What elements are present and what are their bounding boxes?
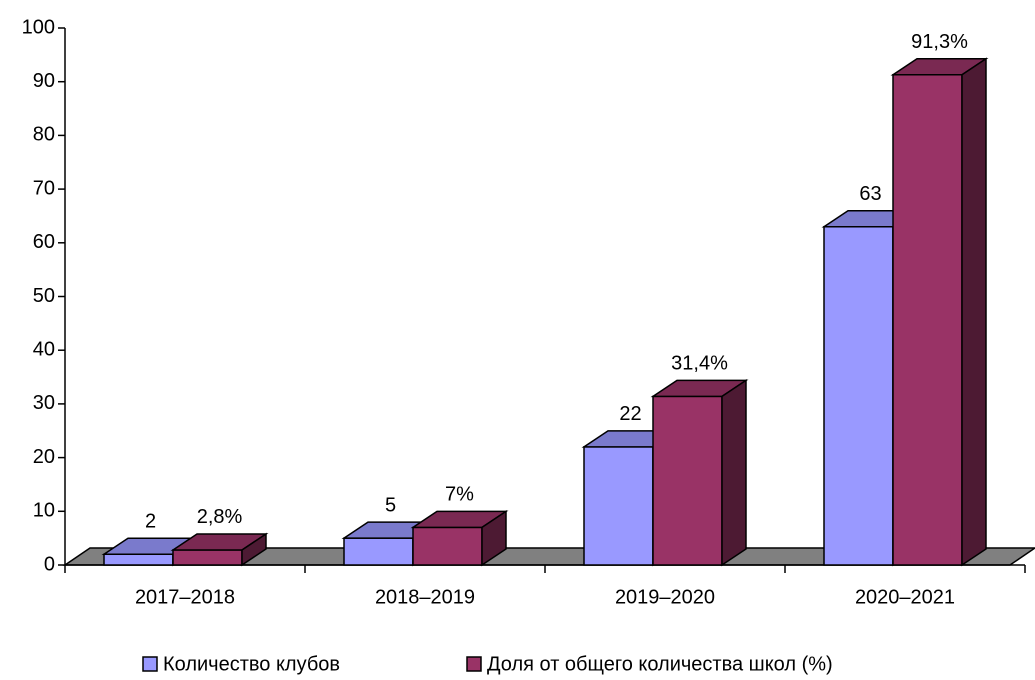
bar-front [652, 395, 723, 566]
data-label: 7% [445, 484, 474, 506]
bar-front [823, 225, 894, 566]
y-tick-label: 70 [33, 177, 55, 199]
legend-label: Доля от общего количества школ (%) [487, 653, 833, 675]
y-tick-label: 90 [33, 70, 55, 92]
y-tick-label: 80 [33, 124, 55, 146]
data-label: 91,3% [911, 31, 968, 53]
bar-side [481, 510, 507, 567]
y-tick-label: 30 [33, 392, 55, 414]
bar-front [892, 73, 963, 566]
y-tick-label: 60 [33, 231, 55, 253]
bar-front [343, 537, 414, 566]
data-label: 31,4% [671, 353, 728, 375]
data-label: 2 [145, 511, 156, 533]
y-tick-label: 40 [33, 338, 55, 360]
y-tick-label: 10 [33, 500, 55, 522]
bar-side [721, 378, 747, 567]
bar-side [241, 532, 267, 567]
legend-label: Количество клубов [163, 653, 340, 675]
y-tick-label: 100 [22, 16, 55, 38]
bar-front [172, 549, 243, 566]
bar-side [961, 57, 987, 567]
y-tick-label: 20 [33, 446, 55, 468]
x-tick-label: 2017–2018 [135, 586, 235, 608]
bar-front [103, 553, 174, 566]
x-tick-label: 2020–2021 [855, 586, 955, 608]
y-tick-label: 0 [44, 553, 55, 575]
y-tick-label: 50 [33, 285, 55, 307]
data-label: 63 [859, 183, 881, 205]
x-tick-label: 2019–2020 [615, 586, 715, 608]
x-tick-label: 2018–2019 [375, 586, 475, 608]
data-label: 22 [619, 403, 641, 425]
data-label: 2,8% [197, 506, 243, 528]
bar-front [412, 526, 483, 566]
legend-swatch [142, 656, 158, 672]
bar-front [583, 446, 654, 566]
legend-swatch [466, 656, 482, 672]
data-label: 5 [385, 494, 396, 516]
